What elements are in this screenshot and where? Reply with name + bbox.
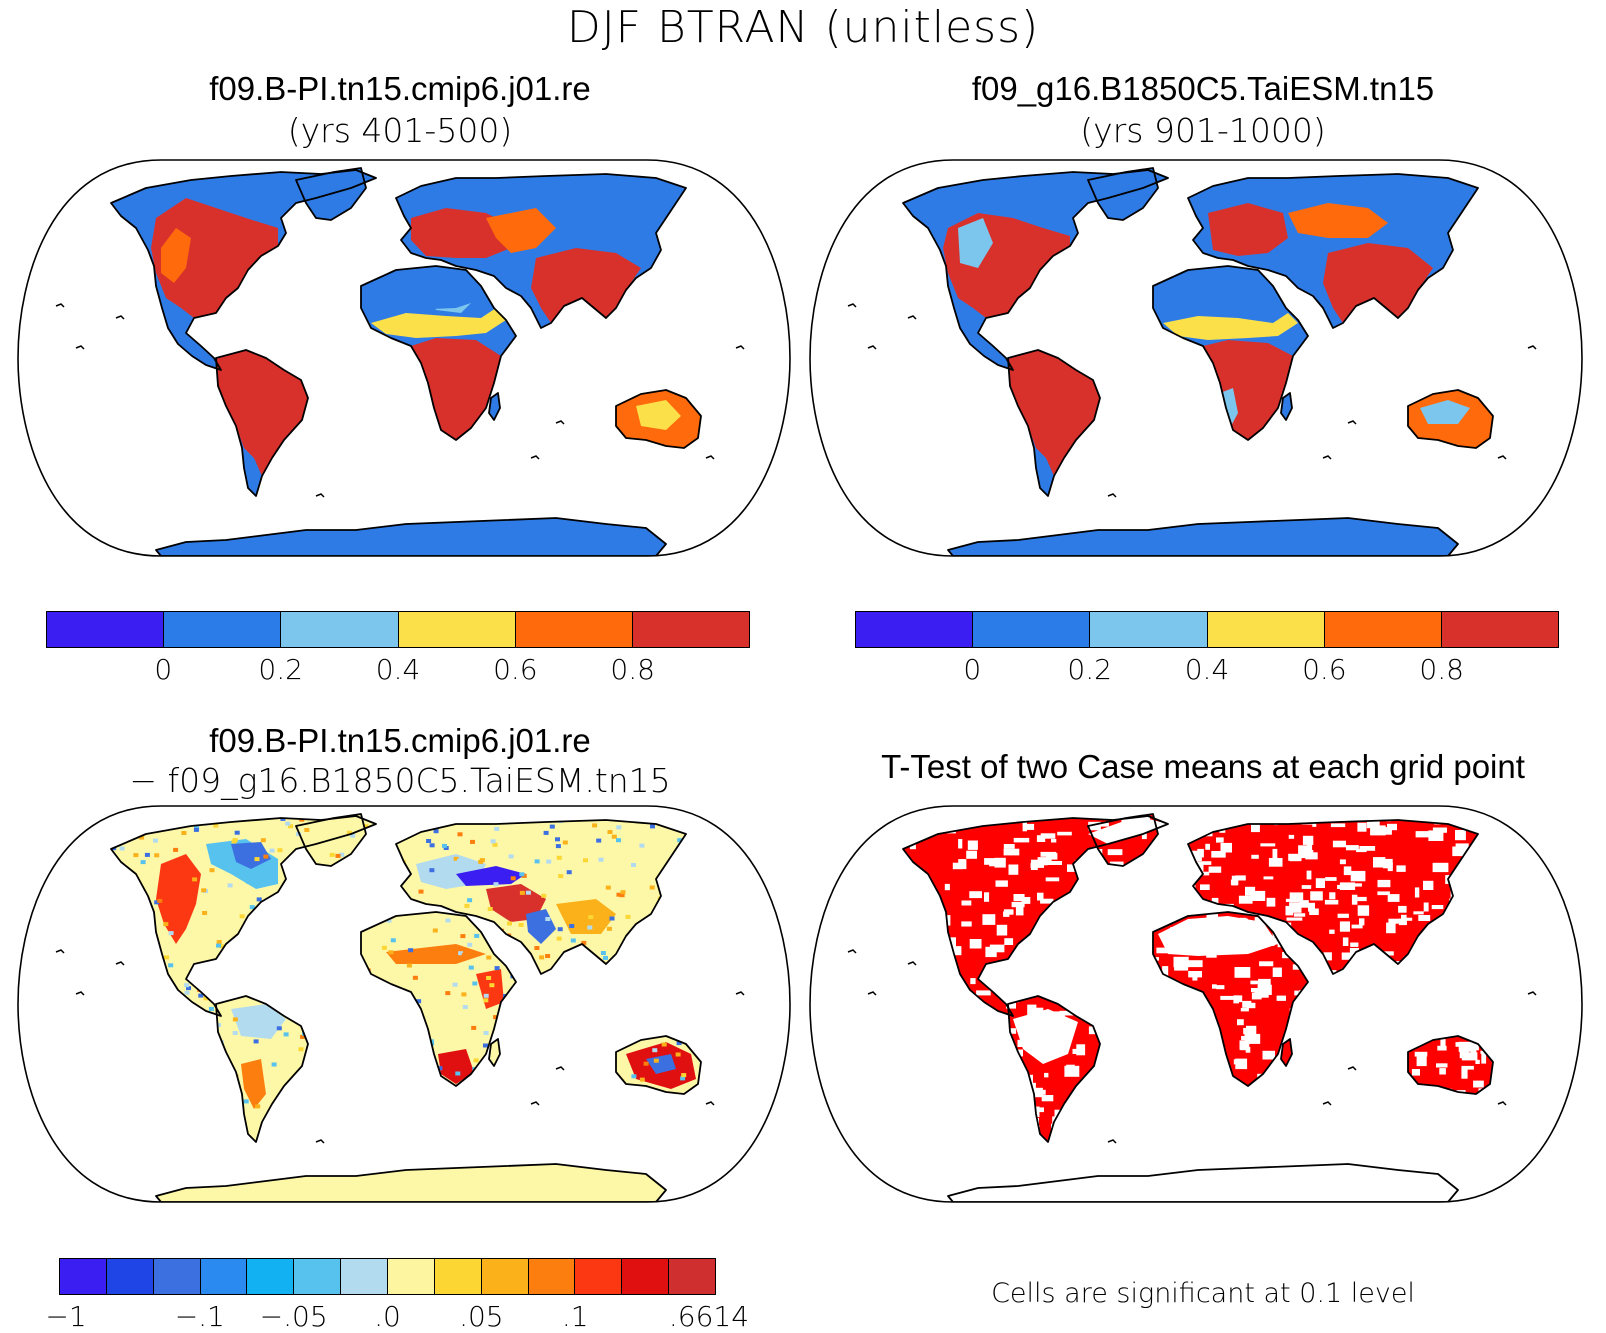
colorbar-swatch: [1442, 612, 1558, 647]
colorbar-swatch: [482, 1259, 529, 1294]
colorbar-tick-label: .1: [562, 1300, 589, 1333]
colorbar-swatch: [575, 1259, 622, 1294]
colorbar-swatch: [154, 1259, 201, 1294]
colorbar-swatch: [60, 1259, 107, 1294]
colorbar-swatch: [201, 1259, 248, 1294]
colorbar-tick-label: −.05: [260, 1300, 328, 1333]
colorbar-swatch: [435, 1259, 482, 1294]
colorbar-top-right: [855, 611, 1559, 648]
map-panel-bottom-right: [808, 804, 1584, 1204]
map-panel-top-left: [16, 158, 792, 558]
colorbar-tick-label: −.1: [175, 1300, 225, 1333]
colorbar-tick-label: .05: [459, 1300, 504, 1333]
colorbar-swatch: [516, 612, 633, 647]
colorbar-swatch: [1325, 612, 1442, 647]
colorbar-tick-label: .0: [374, 1300, 401, 1333]
colorbar-swatch: [164, 612, 281, 647]
panel-subtitle-bottom-left: − f09_g16.B1850C5.TaiESM.tn15: [0, 762, 800, 800]
colorbar-tick-label: −1: [45, 1300, 86, 1333]
panel-subtitle-top-left: (yrs 401-500): [0, 112, 800, 150]
panel-subtitle-top-right: (yrs 901-1000): [803, 112, 1603, 150]
colorbar-swatch: [281, 612, 398, 647]
colorbar-swatch: [1208, 612, 1325, 647]
colorbar-swatch: [856, 612, 973, 647]
colorbar-tick-label: 0.2: [258, 653, 303, 686]
panel-title-top-right: f09_g16.B1850C5.TaiESM.tn15: [803, 70, 1603, 108]
figure-title: DJF BTRAN (unitless): [0, 2, 1606, 53]
colorbar-difference: [59, 1258, 716, 1295]
colorbar-swatch: [107, 1259, 154, 1294]
colorbar-swatch: [529, 1259, 576, 1294]
colorbar-tick-label: 0.2: [1067, 653, 1112, 686]
colorbar-swatch: [669, 1259, 715, 1294]
colorbar-swatch: [294, 1259, 341, 1294]
panel-title-bottom-left: f09.B-PI.tn15.cmip6.j01.re: [0, 722, 800, 760]
colorbar-swatch: [1090, 612, 1207, 647]
colorbar-swatch: [399, 612, 516, 647]
significance-note: Cells are significant at 0.1 level: [803, 1278, 1603, 1309]
colorbar-tick-label: 0.4: [376, 653, 421, 686]
colorbar-tick-label: .6614: [669, 1300, 749, 1333]
colorbar-swatch: [47, 612, 164, 647]
colorbar-tick-label: 0.4: [1185, 653, 1230, 686]
colorbar-swatch: [388, 1259, 435, 1294]
panel-title-bottom-right: T-Test of two Case means at each grid po…: [803, 748, 1603, 786]
colorbar-tick-label: 0: [154, 653, 172, 686]
colorbar-swatch: [247, 1259, 294, 1294]
colorbar-swatch: [973, 612, 1090, 647]
colorbar-tick-label: 0: [963, 653, 981, 686]
colorbar-tick-label: 0.6: [493, 653, 538, 686]
map-panel-top-right: [808, 158, 1584, 558]
map-panel-bottom-left: [16, 804, 792, 1204]
panel-title-top-left: f09.B-PI.tn15.cmip6.j01.re: [0, 70, 800, 108]
colorbar-tick-label: 0.8: [1419, 653, 1464, 686]
colorbar-tick-label: 0.6: [1302, 653, 1347, 686]
colorbar-swatch: [633, 612, 749, 647]
colorbar-tick-label: 0.8: [610, 653, 655, 686]
colorbar-swatch: [622, 1259, 669, 1294]
colorbar-swatch: [341, 1259, 388, 1294]
colorbar-top-left: [46, 611, 750, 648]
